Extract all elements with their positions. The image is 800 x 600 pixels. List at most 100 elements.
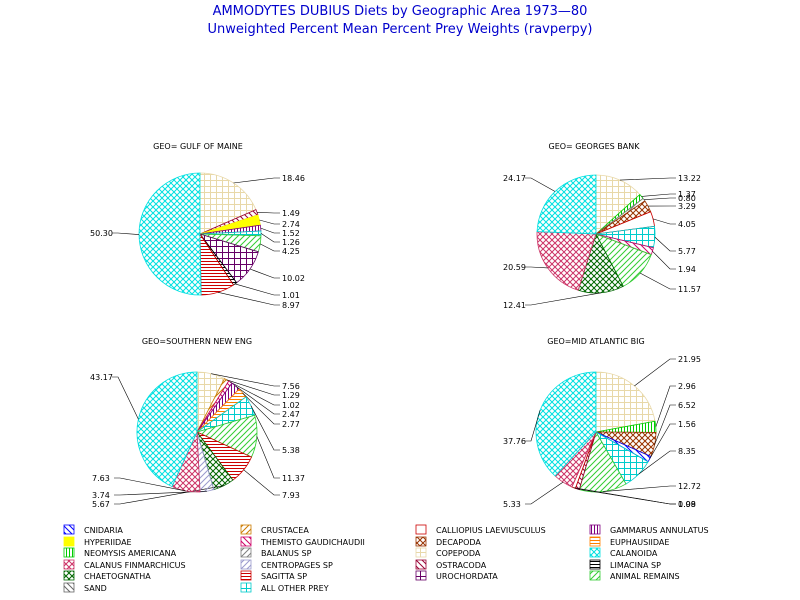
leader-line	[525, 266, 548, 269]
legend-label: DECAPODA	[436, 538, 481, 547]
legend-item-animal-remains: ANIMAL REMAINS	[589, 570, 680, 581]
legend-item-euphausiidae: EUPHAUSIIDAE	[589, 536, 669, 547]
legend-label: THEMISTO GAUDICHAUDII	[260, 538, 365, 547]
slice-label: 1.56	[678, 420, 696, 429]
legend-item-hyperiidae: HYPERIIDAE	[63, 536, 132, 547]
legend-label: CALLIOPIUS LAEVIUSCULUS	[436, 526, 546, 535]
legend-label: CALANOIDA	[610, 549, 658, 558]
leader-line	[525, 292, 602, 306]
leader-line	[249, 268, 280, 279]
legend-item-centropages-sp: CENTROPAGES SP	[240, 559, 333, 570]
leader-line	[256, 212, 280, 214]
leader-line	[226, 379, 280, 396]
legend-item-balanus-sp: BALANUS SP	[240, 547, 312, 558]
pie-geo-georges-bank: GEO= GEORGES BANK 13.22 1.370.803.29 4.05 5.…	[503, 142, 701, 310]
slice-label: 5.38	[282, 446, 300, 455]
pie-title: GEO=SOUTHERN NEW ENG	[142, 337, 252, 346]
slice-label: 1.37	[678, 190, 696, 199]
slice-label: 5.67	[92, 500, 110, 509]
slice-label: 2.74	[282, 220, 300, 229]
legend-item-ostracoda: OSTRACODA	[415, 559, 487, 570]
legend-label: CALANUS FINMARCHICUS	[84, 561, 186, 570]
slice-label: 18.46	[282, 174, 305, 183]
leader-line	[603, 485, 676, 492]
legend-swatch	[63, 524, 75, 535]
pie-title: GEO= GEORGES BANK	[549, 142, 641, 151]
legend-swatch	[415, 547, 427, 558]
legend-item-cnidaria: CNIDARIA	[63, 524, 123, 535]
slice-label: 13.22	[678, 174, 701, 183]
leader-line	[256, 436, 280, 479]
legend-swatch	[415, 536, 427, 547]
leader-line	[259, 219, 280, 225]
legend-swatch	[63, 570, 75, 581]
pie-slice-calanus-finmarchicus	[536, 231, 597, 291]
leader-line	[112, 376, 139, 420]
legend-label: NEOMYSIS AMERICANA	[84, 549, 177, 558]
leader-line	[260, 243, 280, 252]
legend-label: BALANUS SP	[261, 549, 312, 558]
legend-swatch	[240, 536, 252, 547]
leader-line	[233, 177, 280, 184]
legend-swatch	[589, 570, 601, 581]
slice-label: 4.25	[282, 247, 300, 256]
leader-line	[525, 177, 556, 192]
pie-slice-calanoida	[138, 172, 202, 296]
slice-label: 7.56	[282, 382, 300, 391]
pie-title: GEO=MID ATLANTIC BIG	[547, 337, 644, 346]
legend-label: SAGITTA SP	[261, 572, 307, 581]
slice-label: 43.17	[90, 373, 113, 382]
legend-swatch	[63, 582, 75, 593]
legend-item-all-other-prey: ALL OTHER PREY	[240, 582, 329, 593]
leader-line	[652, 218, 676, 225]
leader-line	[235, 385, 280, 415]
legend-swatch	[63, 559, 75, 570]
leader-line	[217, 292, 280, 306]
legend-label: HYPERIIDAE	[84, 538, 132, 547]
pie-geo-southern-new-eng: GEO=SOUTHERN NEW ENG 7.561.291.022.472.77…	[90, 337, 305, 509]
slice-label: 11.57	[678, 285, 701, 294]
slice-label: 12.41	[503, 301, 526, 310]
pie-slice-copepoda	[199, 172, 257, 235]
slice-label: 4.05	[678, 220, 696, 229]
leader-line	[641, 193, 676, 197]
slice-label: 1.94	[678, 265, 696, 274]
legend-swatch	[240, 524, 252, 535]
leader-line	[638, 450, 676, 475]
leader-line	[654, 404, 676, 445]
slice-label: 1.08	[678, 500, 696, 509]
slice-label: 37.76	[503, 437, 526, 446]
chart-title: AMMODYTES DUBIUS Diets by Geographic Are…	[212, 4, 588, 19]
slice-label: 24.17	[503, 174, 526, 183]
slice-label: 5.33	[503, 500, 521, 509]
slice-label: 1.49	[282, 209, 300, 218]
leader-line	[525, 409, 541, 442]
pie-slice-copepoda	[595, 371, 656, 433]
chart-subtitle: Unweighted Percent Mean Percent Prey Wei…	[207, 22, 593, 37]
legend-item-calliopius-laeviusculus: CALLIOPIUS LAEVIUSCULUS	[415, 524, 546, 535]
slice-label: 5.77	[678, 247, 696, 256]
legend-item-limacina-sp: LIMACINA SP	[589, 559, 661, 570]
slice-label: 2.96	[678, 382, 696, 391]
legend-label: UROCHORDATA	[436, 572, 498, 581]
pie-title: GEO= GULF OF MAINE	[153, 142, 243, 151]
leader-line	[619, 177, 676, 181]
leader-line	[573, 487, 676, 505]
legend-item-urochordata: UROCHORDATA	[415, 570, 498, 581]
legend-swatch	[589, 536, 601, 547]
slice-label: 0.99	[678, 500, 696, 509]
leader-line	[230, 381, 280, 406]
leader-line	[243, 469, 280, 496]
legend-label: CNIDARIA	[84, 526, 123, 535]
legend-swatch	[240, 570, 252, 581]
slice-label: 10.02	[282, 274, 305, 283]
slice-label: 1.52	[282, 229, 300, 238]
legend-swatch	[589, 547, 601, 558]
legend-label: ANIMAL REMAINS	[610, 572, 680, 581]
slice-label: 1.26	[282, 238, 300, 247]
leader-line	[235, 283, 280, 296]
legend-item-decapoda: DECAPODA	[415, 536, 481, 547]
slice-label: 7.63	[92, 474, 110, 483]
legend-swatch	[589, 524, 601, 535]
